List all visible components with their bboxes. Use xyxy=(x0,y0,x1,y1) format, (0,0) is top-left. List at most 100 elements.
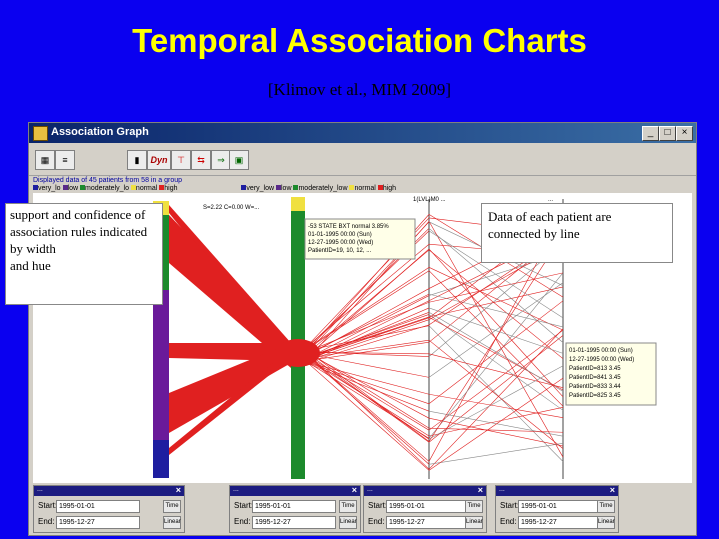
left-tooltip-line: PatientID=19, 10, 12, ... xyxy=(308,248,372,254)
legend-swatch xyxy=(349,185,355,190)
patient-line xyxy=(304,361,430,405)
plot-canvas[interactable]: -53 STATE BXT normal 3.85% 01-01-1995 00… xyxy=(33,193,692,483)
start-field[interactable]: 1995-01-01 xyxy=(56,500,140,513)
close-button[interactable]: × xyxy=(676,126,693,141)
legend-swatch xyxy=(80,185,85,190)
patient-line xyxy=(428,293,564,328)
patient-line xyxy=(304,354,430,465)
right-tooltip-line: PatientID=813 3.45 xyxy=(569,366,621,372)
arrows-icon[interactable]: ⇆ xyxy=(191,150,211,170)
patient-line xyxy=(304,312,430,360)
annotation-width-hue: support and confidence of association ru… xyxy=(5,203,163,305)
export-icon[interactable]: ⇒ xyxy=(211,150,231,170)
close-icon[interactable]: × xyxy=(477,485,483,495)
close-icon[interactable]: × xyxy=(175,485,181,495)
legend-item: low xyxy=(67,185,79,192)
patient-line xyxy=(428,328,564,470)
end-field[interactable]: 1995-12-27 xyxy=(386,516,470,529)
linear-button[interactable]: Linear xyxy=(597,516,615,529)
time-button[interactable]: Time xyxy=(163,500,181,513)
legend: very_lo low moderately_lo normal high ve… xyxy=(33,185,693,192)
patient-line xyxy=(304,353,430,378)
patient-line xyxy=(428,417,564,447)
patient-lines xyxy=(304,214,564,471)
patient-line xyxy=(428,249,564,359)
legend-swatch xyxy=(276,185,281,190)
annotation-text: support and confidence of association ru… xyxy=(10,207,148,256)
legend-swatch xyxy=(159,185,165,190)
left-tooltip-box xyxy=(304,218,416,260)
end-field[interactable]: 1995-12-27 xyxy=(252,516,336,529)
right-tooltip-box xyxy=(565,342,657,406)
patient-line xyxy=(304,354,430,431)
linear-button[interactable]: Linear xyxy=(465,516,483,529)
patient-line xyxy=(428,427,564,433)
end-field[interactable]: 1995-12-27 xyxy=(56,516,140,529)
annotation-patient-lines: Data of each patient are connected by li… xyxy=(481,203,673,263)
right-tooltip-line: PatientID=825 3.45 xyxy=(569,393,621,399)
start-field[interactable]: 1995-01-01 xyxy=(518,500,602,513)
axis1-segment-very-low xyxy=(153,440,169,478)
patient-line xyxy=(428,325,564,462)
patient-line xyxy=(428,221,564,458)
patient-line xyxy=(304,361,430,395)
maximize-button[interactable]: □ xyxy=(659,126,676,141)
list-icon[interactable]: ≡ xyxy=(55,150,75,170)
patient-line xyxy=(428,329,564,431)
filter-icon[interactable]: ⊤ xyxy=(171,150,191,170)
start-field[interactable]: 1995-01-01 xyxy=(252,500,336,513)
linear-button[interactable]: Linear xyxy=(163,516,181,529)
patient-line xyxy=(428,248,564,398)
panel-header: ... xyxy=(496,486,618,496)
patient-line xyxy=(428,393,564,418)
bar-chart-icon[interactable]: ▮ xyxy=(127,150,147,170)
legend-item: normal xyxy=(354,185,376,192)
time-panel-4: ... × Start: 1995-01-01 Time End: 1995-12… xyxy=(495,485,619,533)
left-tooltip-line: -53 STATE BXT normal 3.85% xyxy=(308,224,389,230)
patient-line xyxy=(428,228,564,343)
time-button[interactable]: Time xyxy=(339,500,357,513)
image-icon[interactable]: ▣ xyxy=(229,150,249,170)
legend-swatch xyxy=(33,185,38,190)
patient-line xyxy=(304,293,430,356)
patient-line xyxy=(428,443,564,465)
legend-item: very_lo xyxy=(38,185,61,192)
start-label: Start: xyxy=(368,501,388,510)
info-text: Displayed data of 45 patients from 58 in… xyxy=(33,177,183,184)
time-button[interactable]: Time xyxy=(597,500,615,513)
end-label: End: xyxy=(234,517,251,526)
time-panel-3: ... × Start: 1995-01-01 Time End: 1995-12… xyxy=(363,485,487,533)
window-titlebar[interactable]: Association Graph _ □ × xyxy=(29,123,696,143)
close-icon[interactable]: × xyxy=(609,485,615,495)
patient-line xyxy=(428,272,564,439)
end-field[interactable]: 1995-12-27 xyxy=(518,516,602,529)
legend-item: normal xyxy=(135,185,158,192)
patient-line xyxy=(304,307,430,362)
dyn-icon[interactable]: Dyn xyxy=(147,150,171,170)
patient-line xyxy=(428,230,564,319)
close-icon[interactable]: × xyxy=(351,485,357,495)
rule-band-4 xyxy=(169,343,291,433)
panel-header: ... xyxy=(34,486,184,496)
patient-line xyxy=(428,282,564,378)
patient-line xyxy=(304,301,430,353)
minimize-button[interactable]: _ xyxy=(642,126,659,141)
patient-line xyxy=(304,353,430,462)
legend-swatch xyxy=(293,185,299,190)
start-label: Start: xyxy=(38,501,58,510)
grid-icon[interactable]: ▦ xyxy=(35,150,55,170)
patient-line xyxy=(428,377,564,471)
start-field[interactable]: 1995-01-01 xyxy=(386,500,470,513)
time-panel-1: ... × Start: 1995-01-01 Time End: 1995-12… xyxy=(33,485,185,533)
rule-band-2 xyxy=(169,215,291,368)
end-label: End: xyxy=(38,517,55,526)
linear-button[interactable]: Linear xyxy=(339,516,357,529)
legend-swatch xyxy=(377,185,383,190)
app-icon xyxy=(33,126,48,141)
time-button[interactable]: Time xyxy=(465,500,483,513)
legend-item: low xyxy=(281,185,292,192)
patient-line xyxy=(428,353,564,388)
right-tooltip-line: 01-01-1995 00:00 (Sun) xyxy=(569,348,633,354)
patient-line xyxy=(304,319,430,362)
right-tooltip-line: 12-27-1995 00:00 (Wed) xyxy=(569,357,634,363)
